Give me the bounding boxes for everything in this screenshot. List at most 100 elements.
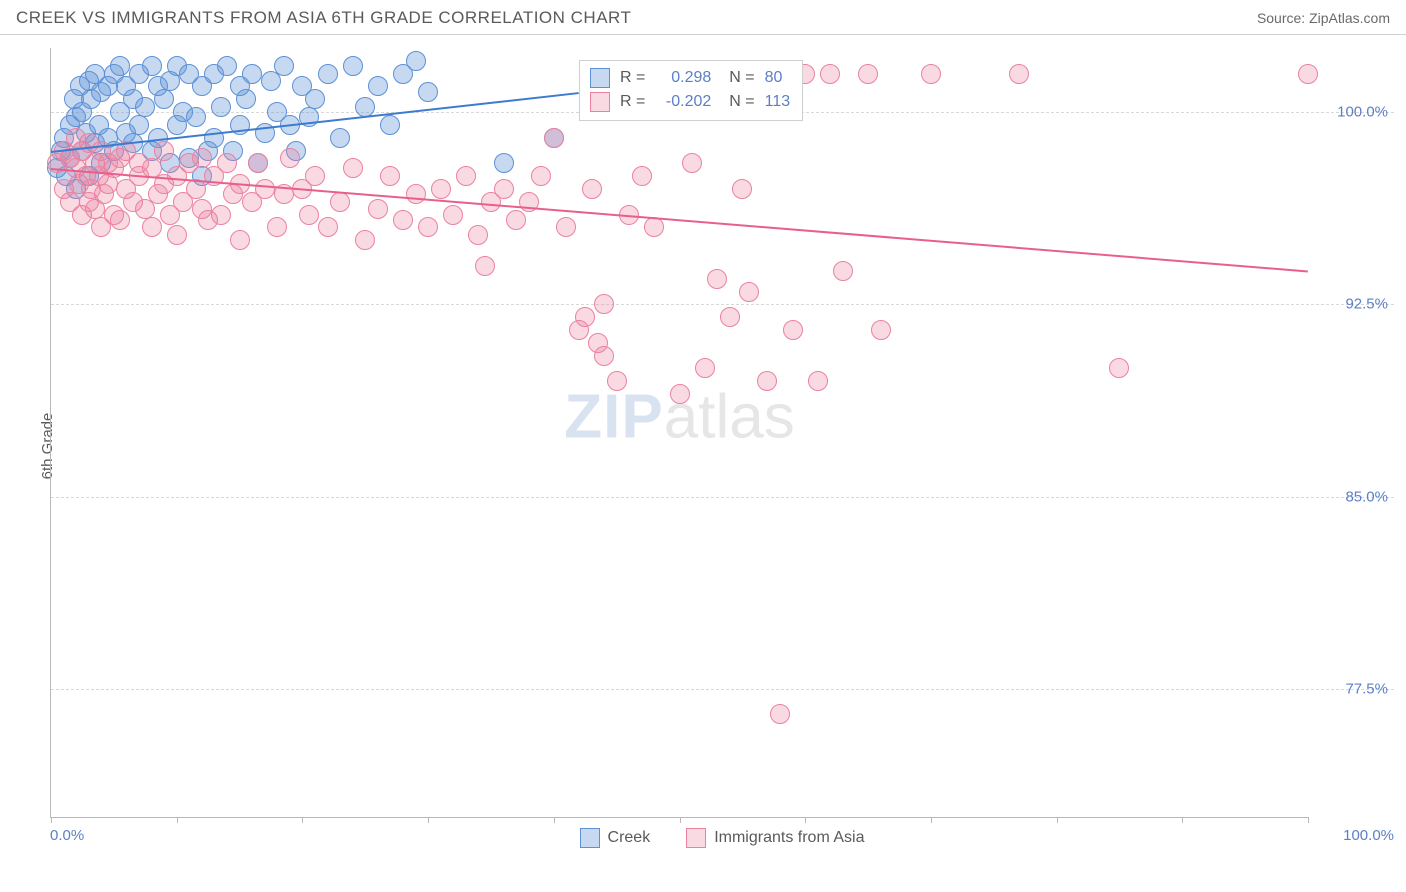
scatter-point-asia [167, 225, 187, 245]
scatter-point-creek [186, 107, 206, 127]
scatter-point-asia [211, 205, 231, 225]
legend-row-asia: R = -0.202 N = 113 [590, 90, 790, 114]
legend-swatch-creek [580, 828, 600, 848]
scatter-point-asia [833, 261, 853, 281]
scatter-point-asia [531, 166, 551, 186]
scatter-point-creek [217, 56, 237, 76]
legend-row-creek: R =0.298N =80 [590, 66, 790, 90]
scatter-point-asia [468, 225, 488, 245]
scatter-point-asia [230, 230, 250, 250]
scatter-point-asia [632, 166, 652, 186]
legend-n-value: 80 [765, 66, 783, 90]
scatter-point-asia [494, 179, 514, 199]
scatter-point-asia [808, 371, 828, 391]
scatter-point-creek [242, 64, 262, 84]
x-tick [805, 817, 806, 823]
scatter-point-asia [506, 210, 526, 230]
scatter-point-asia [380, 166, 400, 186]
scatter-point-asia [695, 358, 715, 378]
scatter-point-creek [110, 56, 130, 76]
scatter-point-creek [129, 115, 149, 135]
scatter-point-asia [248, 153, 268, 173]
correlation-legend: R =0.298N =80R =-0.202N =113 [579, 60, 803, 121]
scatter-point-asia [475, 256, 495, 276]
scatter-point-asia [720, 307, 740, 327]
scatter-point-asia [217, 153, 237, 173]
scatter-point-asia [255, 179, 275, 199]
gridline [51, 689, 1394, 690]
watermark-zip: ZIP [564, 383, 663, 452]
scatter-point-asia [299, 205, 319, 225]
scatter-point-asia [757, 371, 777, 391]
scatter-point-asia [1009, 64, 1029, 84]
scatter-point-asia [739, 282, 759, 302]
y-tick-label: 85.0% [1345, 488, 1388, 505]
scatter-point-asia [594, 346, 614, 366]
scatter-point-asia [443, 205, 463, 225]
x-tick [302, 817, 303, 823]
scatter-point-asia [330, 192, 350, 212]
scatter-point-asia [820, 64, 840, 84]
scatter-point-creek [236, 89, 256, 109]
scatter-point-asia [431, 179, 451, 199]
scatter-point-asia [267, 217, 287, 237]
scatter-point-asia [582, 179, 602, 199]
x-tick [1182, 817, 1183, 823]
scatter-point-creek [211, 97, 231, 117]
y-tick-label: 92.5% [1345, 296, 1388, 313]
legend-label-creek: Creek [608, 829, 651, 847]
scatter-point-asia [607, 371, 627, 391]
gridline [51, 304, 1394, 305]
scatter-point-asia [393, 210, 413, 230]
scatter-point-asia [594, 294, 614, 314]
x-tick [931, 817, 932, 823]
trend-line-asia [51, 168, 1308, 273]
scatter-point-creek [368, 76, 388, 96]
scatter-point-creek [355, 97, 375, 117]
scatter-point-asia [305, 166, 325, 186]
scatter-point-creek [305, 89, 325, 109]
scatter-point-creek [380, 115, 400, 135]
legend-r-label: R = [620, 66, 645, 90]
legend-n-label: N = [729, 66, 754, 90]
scatter-point-asia [1298, 64, 1318, 84]
legend-item-creek: Creek [580, 828, 651, 848]
chart-title: CREEK VS IMMIGRANTS FROM ASIA 6TH GRADE … [16, 8, 631, 28]
scatter-point-asia [343, 158, 363, 178]
x-tick [51, 817, 52, 823]
legend-r-label: R = [620, 90, 645, 114]
scatter-point-creek [318, 64, 338, 84]
legend-r-value: -0.202 [655, 90, 711, 114]
scatter-point-creek [418, 82, 438, 102]
legend-swatch [590, 92, 610, 112]
scatter-point-asia [770, 704, 790, 724]
y-tick-label: 100.0% [1337, 104, 1388, 121]
scatter-point-asia [142, 217, 162, 237]
legend-swatch [590, 68, 610, 88]
scatter-point-asia [871, 320, 891, 340]
scatter-point-asia [556, 217, 576, 237]
scatter-point-creek [135, 97, 155, 117]
scatter-point-creek [343, 56, 363, 76]
legend-swatch-asia [686, 828, 706, 848]
scatter-point-creek [142, 56, 162, 76]
x-tick [680, 817, 681, 823]
scatter-point-asia [682, 153, 702, 173]
scatter-point-asia [732, 179, 752, 199]
scatter-point-creek [204, 128, 224, 148]
scatter-point-asia [644, 217, 664, 237]
scatter-point-creek [330, 128, 350, 148]
legend-item-asia: Immigrants from Asia [686, 828, 864, 848]
x-tick [554, 817, 555, 823]
legend-n-value: 113 [765, 90, 791, 114]
legend-n-label: N = [729, 90, 754, 114]
chart-header: CREEK VS IMMIGRANTS FROM ASIA 6TH GRADE … [0, 0, 1406, 35]
scatter-point-asia [280, 148, 300, 168]
bottom-legend: Creek Immigrants from Asia [50, 828, 1394, 848]
scatter-point-creek [406, 51, 426, 71]
x-tick [1057, 817, 1058, 823]
scatter-point-asia [355, 230, 375, 250]
scatter-point-asia [670, 384, 690, 404]
scatter-point-creek [274, 56, 294, 76]
scatter-point-asia [1109, 358, 1129, 378]
